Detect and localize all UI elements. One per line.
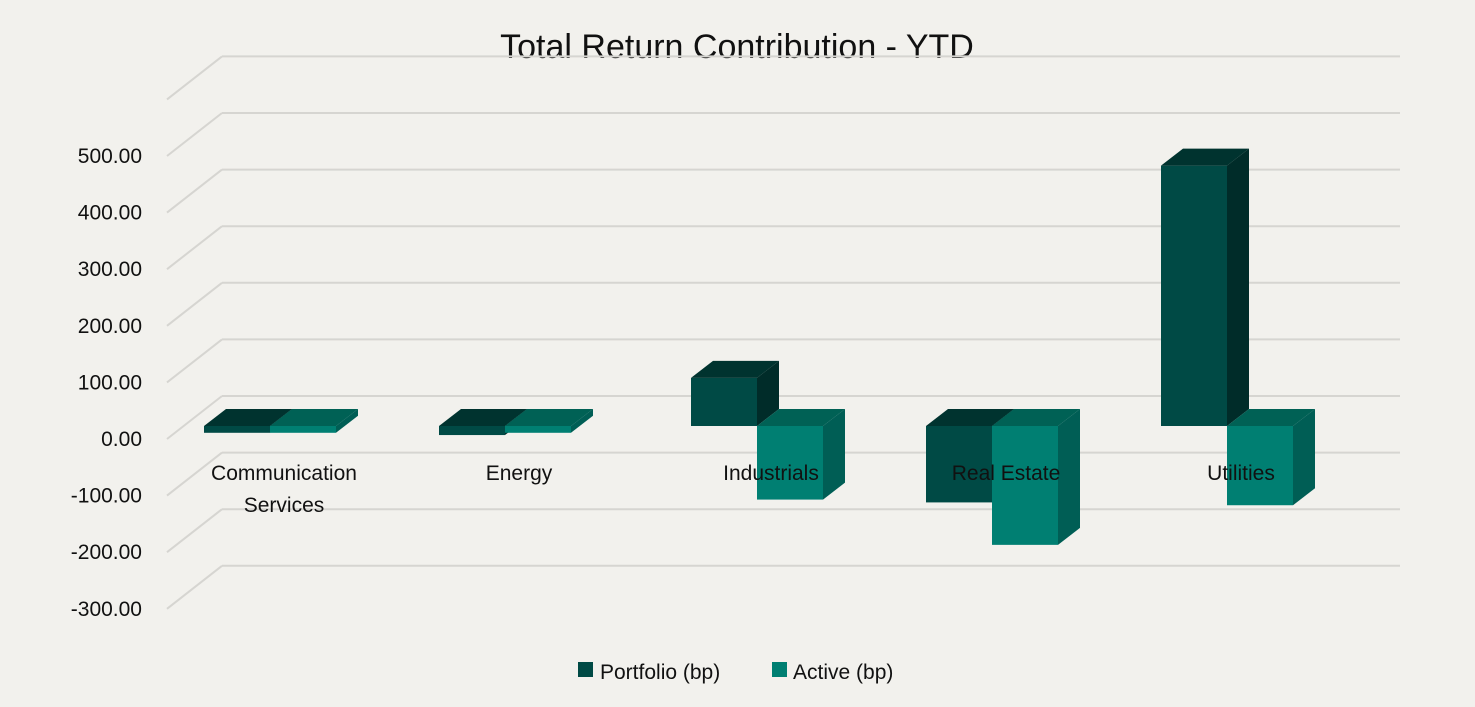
bar-top [439, 409, 527, 426]
gridline-diagonal [166, 508, 223, 553]
bar-top [270, 409, 358, 426]
bar-front [1161, 165, 1227, 426]
bar-active-0 [270, 409, 358, 433]
y-tick-label: 200.00 [78, 315, 142, 338]
category-labels: Communication Services Energy Industrials Re… [211, 462, 1275, 517]
bar-side [757, 360, 779, 426]
category-label: Energy [486, 462, 553, 485]
category-label: Utilities [1207, 462, 1275, 485]
y-tick-label: 400.00 [78, 202, 142, 225]
category-label: Real Estate [952, 462, 1061, 485]
bar-active-3 [992, 409, 1080, 545]
bar-side [1293, 409, 1315, 506]
gridline-diagonal [166, 395, 223, 440]
y-tick-label: -100.00 [71, 485, 142, 508]
bar-side [571, 409, 593, 433]
y-tick-label: -300.00 [71, 598, 142, 621]
bar-front [757, 426, 823, 500]
bar-top [204, 409, 292, 426]
legend-label: Active (bp) [793, 661, 893, 684]
bar-front [926, 426, 992, 503]
bar-front [204, 426, 270, 433]
bar-side [1227, 148, 1249, 426]
bar-front [505, 426, 571, 433]
chart-title: Total Return Contribution - YTD [500, 28, 974, 66]
bar-front [1227, 426, 1293, 506]
bar-front [270, 426, 336, 433]
y-tick-label: -200.00 [71, 541, 142, 564]
gridline-diagonal [166, 565, 223, 610]
gridline-diagonal [166, 55, 223, 101]
bar-top [1161, 148, 1249, 166]
gridline-diagonal [166, 338, 223, 384]
bar-front [691, 377, 757, 426]
y-tick-label: 100.00 [78, 371, 142, 394]
bar-side [1058, 409, 1080, 545]
bar-front [439, 426, 505, 436]
bar-portfolio-4 [1161, 148, 1249, 426]
category-label: Services [244, 494, 325, 517]
legend-swatch [578, 662, 593, 677]
legend-swatch [772, 662, 787, 677]
bars [204, 148, 1315, 545]
y-axis-ticks: 500.00 400.00 300.00 200.00 100.00 0.00 -100.0… [71, 145, 142, 621]
y-tick-label: 300.00 [78, 258, 142, 281]
bar-side [823, 409, 845, 500]
y-tick-label: 500.00 [78, 145, 142, 168]
y-tick-label: 0.00 [101, 428, 142, 451]
bar-top [926, 409, 1014, 426]
category-label: Communication [211, 462, 357, 485]
legend: Portfolio (bp) Active (bp) [578, 661, 893, 684]
bar-active-4 [1227, 409, 1315, 506]
bar-top [691, 360, 779, 378]
bar-top [505, 409, 593, 426]
legend-label: Portfolio (bp) [600, 661, 720, 684]
category-label: Industrials [723, 462, 819, 485]
bar-top [1227, 409, 1315, 426]
bar-active-1 [505, 409, 593, 433]
gridline-diagonal [166, 168, 223, 214]
bar-side [336, 409, 358, 433]
gridline-diagonal [166, 451, 223, 497]
bar-top [757, 409, 845, 426]
bar-front [992, 426, 1058, 545]
gridline-diagonal [166, 225, 223, 270]
bar-portfolio-2 [691, 360, 779, 426]
gridline-diagonal [166, 282, 223, 327]
bar-top [992, 409, 1080, 426]
gridline-diagonal [166, 112, 223, 157]
bar-active-2 [757, 409, 845, 500]
